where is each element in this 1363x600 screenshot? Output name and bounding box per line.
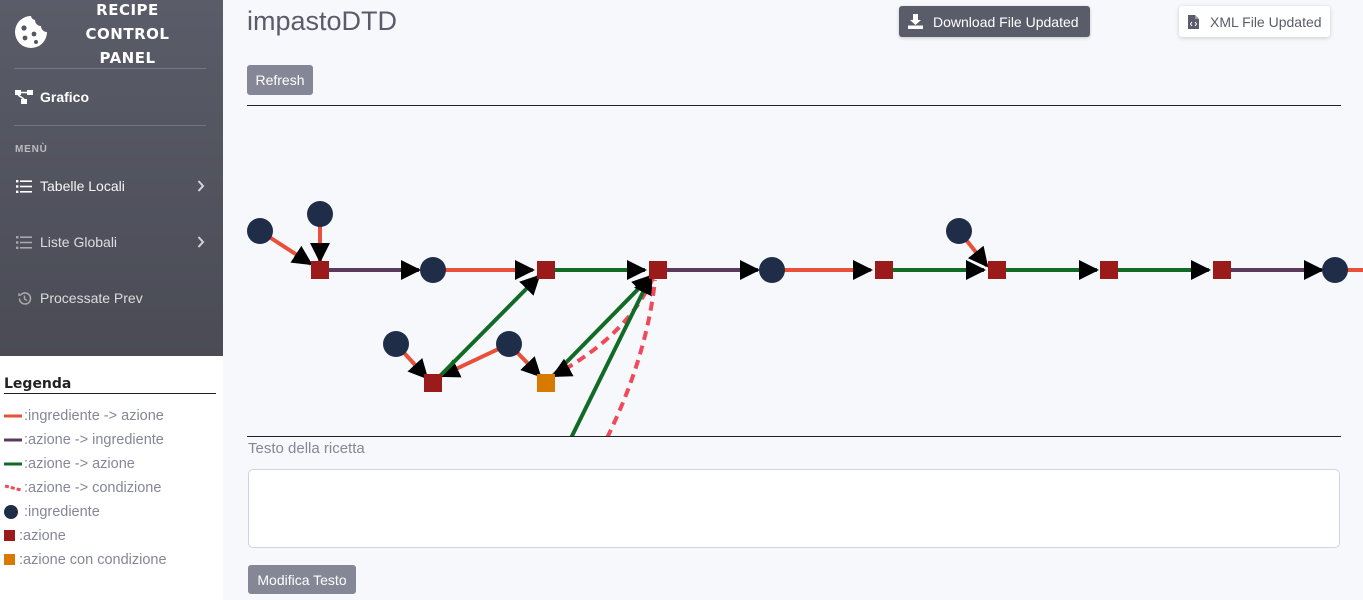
sidebar-item-label: Grafico bbox=[40, 89, 90, 105]
download-file-button[interactable]: Download File Updated bbox=[899, 6, 1090, 37]
action-node[interactable] bbox=[1100, 261, 1118, 279]
legend-label: :azione -> azione bbox=[24, 456, 135, 472]
legend-label: :azione -> condizione bbox=[24, 480, 162, 496]
line-swatch-icon bbox=[4, 430, 24, 450]
action-node[interactable] bbox=[311, 261, 329, 279]
edge-action-to-action bbox=[431, 274, 541, 385]
chevron-right-icon bbox=[197, 180, 205, 192]
edge-action-to-action bbox=[569, 274, 653, 436]
action-node[interactable] bbox=[988, 261, 1006, 279]
legend-title: Legenda bbox=[4, 376, 216, 394]
sidebar-item-processate-prev[interactable]: Processate Prev bbox=[0, 278, 223, 318]
action-node[interactable] bbox=[537, 261, 555, 279]
legend-item-ingredient: :ingrediente bbox=[4, 502, 100, 522]
ingredient-node[interactable] bbox=[759, 257, 785, 283]
ingredient-node[interactable] bbox=[247, 218, 273, 244]
edit-text-button[interactable]: Modifica Testo bbox=[248, 565, 356, 594]
list-icon bbox=[15, 234, 33, 250]
line-swatch-icon bbox=[4, 406, 24, 426]
refresh-button[interactable]: Refresh bbox=[247, 65, 313, 95]
edge-action-to-condition bbox=[605, 279, 657, 436]
circle-swatch-icon bbox=[4, 502, 24, 522]
menu-heading: MENÙ bbox=[15, 144, 48, 155]
graph-top-border bbox=[247, 105, 1341, 106]
sidebar-item-label: Liste Globali bbox=[40, 234, 118, 250]
sidebar: RECIPE CONTROL PANEL Grafico MENÙ Tabell… bbox=[0, 0, 223, 356]
sidebar-item-label: Processate Prev bbox=[40, 290, 143, 306]
conditional-action-node[interactable] bbox=[537, 374, 555, 392]
legend-label: :ingrediente -> azione bbox=[24, 408, 164, 424]
legend-panel: Legenda :ingrediente -> azione :azione -… bbox=[0, 356, 223, 600]
legend-item-action-to-condition: :azione -> condizione bbox=[4, 478, 161, 498]
brand-line: PANEL bbox=[99, 49, 156, 67]
action-node[interactable] bbox=[424, 374, 442, 392]
action-node[interactable] bbox=[875, 261, 893, 279]
download-button-label: Download File Updated bbox=[933, 13, 1079, 30]
ingredient-node[interactable] bbox=[383, 331, 409, 357]
sidebar-item-label: Tabelle Locali bbox=[40, 178, 125, 194]
square-swatch-icon bbox=[4, 526, 19, 546]
ingredient-node[interactable] bbox=[946, 218, 972, 244]
action-node[interactable] bbox=[649, 261, 667, 279]
chevron-right-icon bbox=[197, 236, 205, 248]
download-icon bbox=[908, 14, 923, 29]
history-icon bbox=[15, 290, 33, 306]
xml-button-label: XML File Updated bbox=[1210, 13, 1322, 30]
main-content: impastoDTD Download File Updated XML Fil… bbox=[223, 0, 1363, 600]
legend-label: :azione bbox=[19, 528, 66, 544]
ingredient-node[interactable] bbox=[496, 331, 522, 357]
brand-line: RECIPE bbox=[96, 1, 159, 19]
ingredient-node[interactable] bbox=[420, 257, 446, 283]
square-swatch-icon bbox=[4, 550, 19, 570]
page-title: impastoDTD bbox=[247, 6, 398, 36]
legend-label: :ingrediente bbox=[24, 504, 100, 520]
xml-file-button[interactable]: XML File Updated bbox=[1179, 6, 1330, 37]
ingredient-node[interactable] bbox=[1322, 257, 1348, 283]
legend-label: :azione con condizione bbox=[19, 552, 167, 568]
ingredient-node[interactable] bbox=[307, 201, 333, 227]
legend-label: :azione -> ingrediente bbox=[24, 432, 164, 448]
line-swatch-icon bbox=[4, 454, 24, 474]
sidebar-divider bbox=[14, 125, 206, 126]
legend-item-conditional-action: :azione con condizione bbox=[4, 550, 167, 570]
brand[interactable]: RECIPE CONTROL PANEL bbox=[0, 0, 223, 68]
graph-icon bbox=[15, 89, 33, 105]
recipe-text-input[interactable] bbox=[248, 469, 1340, 548]
file-code-icon bbox=[1188, 14, 1199, 29]
graph-bottom-border bbox=[247, 436, 1341, 437]
sidebar-item-tabelle-locali[interactable]: Tabelle Locali bbox=[0, 166, 223, 206]
sidebar-item-grafico[interactable]: Grafico bbox=[0, 77, 223, 117]
brand-name: RECIPE CONTROL PANEL bbox=[60, 0, 195, 70]
action-node[interactable] bbox=[1213, 261, 1231, 279]
legend-item-ingredient-to-action: :ingrediente -> azione bbox=[4, 406, 164, 426]
cookie-icon bbox=[15, 16, 47, 48]
legend-item-action-to-ingredient: :azione -> ingrediente bbox=[4, 430, 164, 450]
recipe-text-label: Testo della ricetta bbox=[248, 440, 365, 457]
brand-line: CONTROL bbox=[85, 25, 170, 43]
edge-action-to-condition bbox=[551, 277, 655, 378]
legend-item-action: :azione bbox=[4, 526, 66, 546]
sidebar-divider bbox=[14, 68, 206, 69]
list-icon bbox=[15, 178, 33, 194]
sidebar-item-liste-globali[interactable]: Liste Globali bbox=[0, 222, 223, 262]
legend-item-action-to-action: :azione -> azione bbox=[4, 454, 135, 474]
recipe-graph[interactable] bbox=[247, 106, 1363, 436]
dashed-line-swatch-icon bbox=[4, 478, 24, 498]
